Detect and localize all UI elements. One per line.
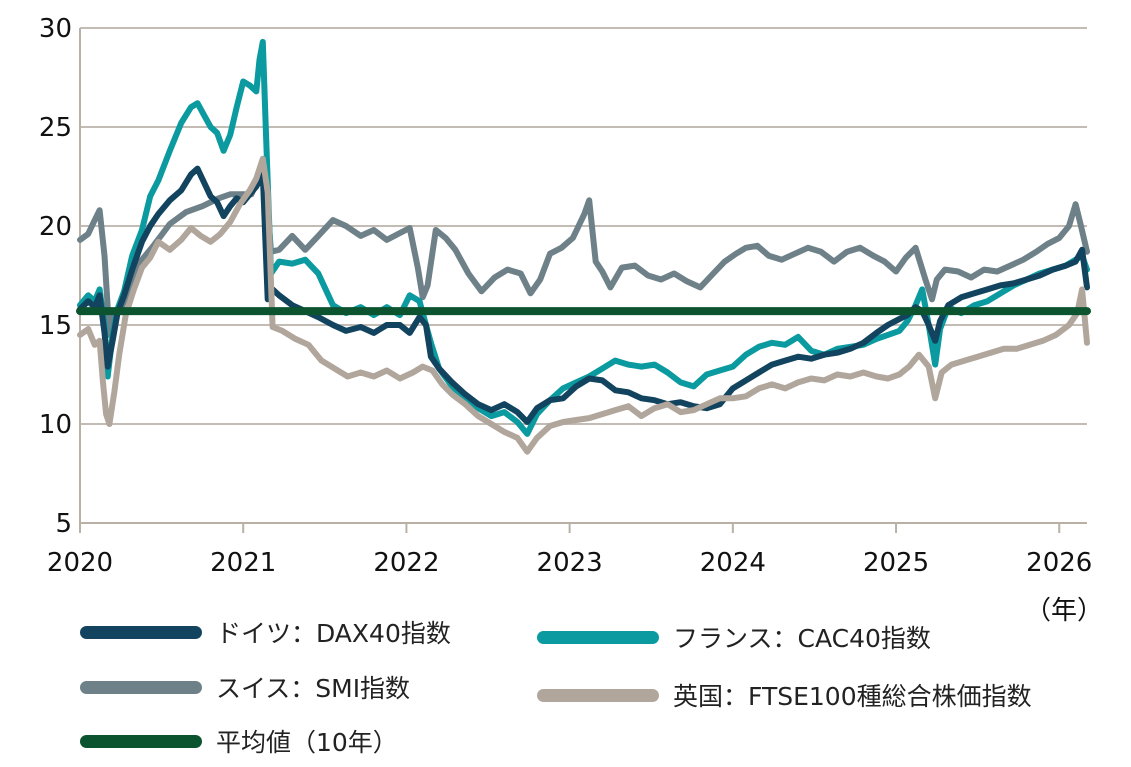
- y-tick-30: 30: [39, 14, 72, 44]
- x-unit-label: （年）: [1025, 596, 1103, 626]
- axes: [79, 28, 1087, 533]
- grid-lines: [80, 27, 1087, 425]
- x-tick-2020: 2020: [47, 548, 113, 578]
- series-line-0: [77, 173, 1090, 338]
- y-tick-25: 25: [39, 113, 72, 143]
- x-tick-labels: 2020 2021 2022 2023 2024 2025 2026: [47, 548, 1092, 578]
- x-tick-2021: 2021: [210, 548, 276, 578]
- x-tick-2022: 2022: [373, 548, 439, 578]
- y-tick-20: 20: [39, 212, 72, 242]
- y-tick-5: 5: [55, 509, 72, 539]
- y-tick-15: 15: [39, 311, 72, 341]
- series-lines: [76, 38, 1091, 455]
- y-tick-labels: 5 10 15 20 25 30: [39, 14, 72, 539]
- x-tick-2023: 2023: [537, 548, 603, 578]
- series-line-1: [77, 38, 1090, 437]
- x-tick-2026: 2026: [1026, 548, 1092, 578]
- y-tick-10: 10: [39, 410, 72, 440]
- x-tick-2024: 2024: [700, 548, 766, 578]
- series-line-3: [77, 155, 1090, 455]
- x-tick-2025: 2025: [863, 548, 929, 578]
